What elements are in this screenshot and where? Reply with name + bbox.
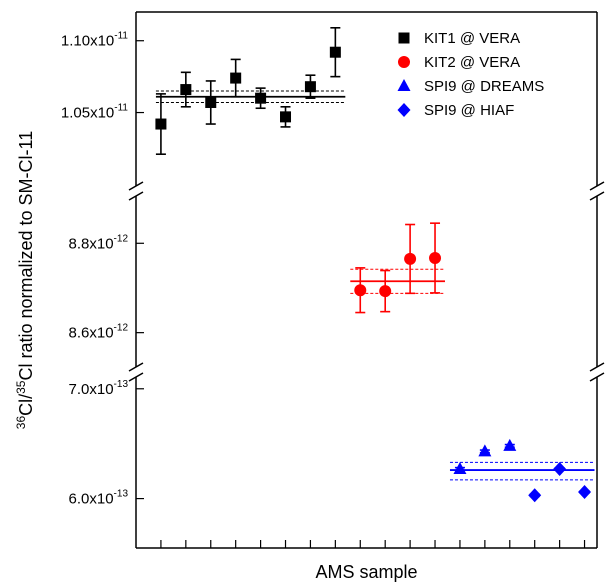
data-point-square [230,72,242,84]
y-axis-title-superscript: 36 [14,416,28,430]
axis-break-mark [589,181,605,191]
data-point-circle [379,285,392,298]
data-point-diamond [553,461,567,476]
y-tick-label: 1.05x10-11 [61,103,129,122]
mean-bands [155,90,595,481]
y-axis-title-text: Cl ratio normalized to SM-Cl-11 [16,131,36,381]
data-point-circle [354,284,367,297]
data-point-square [280,111,292,123]
y-tick-label: 8.8x10-12 [69,233,129,252]
axis-break-mark [128,362,144,372]
data-point-square [205,96,217,108]
data-point-square [180,84,192,96]
data-point-diamond [578,485,592,499]
legend-marker [398,32,410,44]
legend-marker [398,56,410,68]
legend-label: KIT1 @ VERA [424,30,520,47]
data-point-square [255,92,267,104]
y-axis-title-text: Cl/ [16,394,36,416]
data-point-circle [404,252,417,265]
axis-break-mark [589,372,605,382]
data-point-square [155,118,167,130]
y-tick-label: 6.0x10-13 [69,489,129,508]
y-tick-label: 8.6x10-12 [69,323,129,342]
data-point-square [329,46,341,58]
y-tick-exponent: -11 [114,103,128,114]
y-tick-exponent: -12 [114,233,129,244]
legend-label: KIT2 @ VERA [424,54,520,71]
data-point-triangle [453,461,467,474]
axis-break-mark [128,372,144,382]
axis-break-mark [128,181,144,191]
data-point-triangle [478,444,492,457]
legend: KIT1 @ VERA KIT2 @ VERA SPI9 @ DREAMS SPI9 … [397,30,544,119]
legend-marker [397,103,411,117]
y-tick-label: 1.10x10-11 [61,31,129,50]
legend-label: SPI9 @ HIAF [424,102,514,119]
legend-label: SPI9 @ DREAMS [424,78,544,95]
y-axis-title: 36Cl/35Cl ratio normalized to SM-Cl-11 [14,131,36,429]
axis-break-mark [128,191,144,201]
x-axis-title: AMS sample [315,562,417,582]
axis-ticks: 1.10x10-11 1.05x10-11 8.8x10-12 8.6x10-12 7.… [61,31,586,548]
data-points [155,26,592,503]
y-tick-exponent: -13 [114,489,129,500]
y-tick-exponent: -11 [114,31,128,42]
y-tick-exponent: -12 [114,323,129,334]
y-tick-label: 7.0x10-13 [69,379,129,398]
axis-break-mark [589,362,605,372]
y-tick-exponent: -13 [114,379,129,390]
y-axis-title-superscript: 35 [14,380,28,394]
data-point-triangle [503,438,517,451]
data-point-circle [429,252,442,265]
legend-marker [397,79,411,91]
data-point-square [304,81,316,93]
axis-break-mark [589,191,605,201]
data-point-diamond [528,488,542,503]
